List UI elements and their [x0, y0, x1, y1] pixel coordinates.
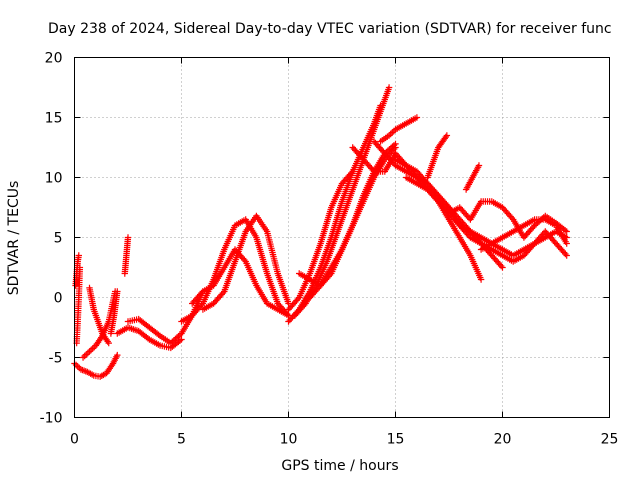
series-track-5 [86, 284, 112, 347]
data-point [563, 240, 570, 247]
data-point [167, 339, 174, 347]
data-point [219, 289, 227, 297]
data-point [89, 345, 96, 352]
data-point [81, 352, 88, 360]
data-point [155, 331, 162, 338]
data-point [392, 140, 399, 148]
series-track-14 [285, 168, 356, 313]
data-point [74, 363, 81, 370]
data-point [114, 351, 121, 359]
data-point [173, 334, 181, 341]
series-track-26 [107, 288, 121, 337]
series-track-6 [121, 234, 132, 277]
data-point [442, 133, 449, 141]
data-point [530, 223, 537, 231]
series-track-1 [71, 351, 121, 380]
y-tick-label: 20 [45, 51, 63, 67]
data-point [389, 143, 396, 150]
y-tick-label: -5 [49, 351, 63, 367]
data-point [83, 351, 90, 358]
data-point [76, 264, 84, 271]
x-tick-label: 25 [601, 432, 619, 448]
data-point [443, 132, 451, 139]
data-point [72, 361, 80, 369]
y-tick-label: -10 [40, 411, 63, 427]
data-point [561, 227, 569, 234]
data-marks [71, 84, 570, 380]
data-point [508, 214, 516, 222]
y-tick-label: 5 [54, 231, 63, 247]
series-track-22 [377, 114, 421, 145]
plot-frame [74, 57, 610, 418]
y-tick-label: 0 [54, 291, 63, 307]
series-track-11 [199, 212, 292, 313]
data-point [75, 252, 82, 259]
data-point [563, 252, 570, 259]
data-point [389, 129, 396, 136]
data-point [105, 339, 112, 347]
data-point [539, 215, 546, 222]
data-point [169, 338, 176, 345]
data-point [114, 288, 121, 295]
data-point [497, 262, 505, 270]
y-tick-labels: -10 -5 0 5 10 15 20 [40, 51, 63, 427]
x-tick-label: 5 [177, 432, 186, 448]
series-track-3 [73, 264, 84, 347]
data-point [563, 228, 570, 235]
series-track-7 [114, 324, 185, 352]
data-point [369, 166, 376, 174]
data-point [562, 250, 569, 258]
series-track-10 [189, 246, 292, 319]
data-point [176, 337, 184, 344]
data-point [84, 349, 92, 357]
y-tick-label: 10 [45, 171, 63, 187]
data-point [532, 220, 540, 228]
data-point [294, 295, 302, 303]
data-point [477, 276, 485, 283]
data-point [301, 301, 308, 309]
x-tick-label: 20 [494, 432, 512, 448]
data-point [390, 142, 398, 149]
x-tick-label: 0 [70, 432, 79, 448]
data-point [241, 256, 248, 264]
x-tick-label: 10 [280, 432, 298, 448]
series-track-24 [477, 216, 570, 253]
series-track-25 [462, 162, 483, 193]
data-point [531, 222, 538, 229]
series-track-8 [124, 288, 207, 347]
data-point [384, 147, 392, 154]
data-point [175, 333, 182, 340]
data-point [87, 346, 95, 354]
data-point [124, 234, 132, 241]
series-track-2 [72, 252, 82, 289]
data-point [79, 354, 87, 361]
data-point [349, 168, 356, 175]
data-point [534, 219, 541, 226]
data-point [170, 337, 178, 344]
series-track-13 [291, 84, 393, 319]
data-point [144, 335, 152, 342]
x-tick-labels: 0 5 10 15 20 25 [70, 432, 618, 448]
y-tick-label: 15 [45, 111, 63, 127]
data-point [316, 283, 323, 291]
data-point [387, 144, 395, 152]
data-point [348, 169, 355, 177]
series-track-23 [424, 132, 451, 181]
data-point [499, 264, 506, 271]
grid [74, 57, 610, 418]
data-point [413, 114, 421, 121]
data-point [172, 335, 179, 343]
data-point [385, 84, 393, 91]
data-point [178, 336, 185, 343]
data-point [475, 162, 483, 169]
series-track-16 [306, 140, 399, 301]
x-tick-label: 15 [387, 432, 405, 448]
y-axis-label: SDTVAR / TECUs [6, 181, 22, 296]
chart-title: Day 238 of 2024, Sidereal Day-to-day VTE… [48, 21, 612, 37]
data-point [86, 348, 93, 355]
data-point [198, 301, 205, 309]
x-axis-label: GPS time / hours [281, 458, 398, 474]
data-point [386, 146, 393, 153]
